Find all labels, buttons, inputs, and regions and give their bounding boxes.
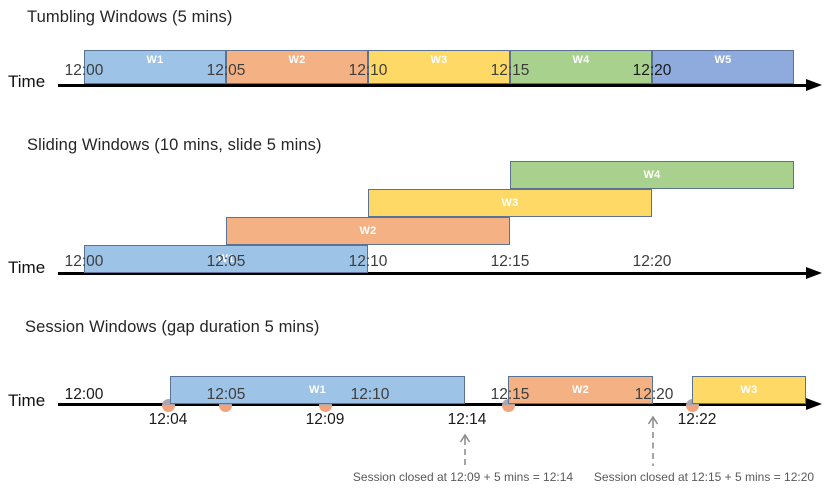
sliding-window-w3: W3 xyxy=(368,189,652,217)
tumbling-window-w3: W3 xyxy=(368,50,510,84)
tumbling-window-w4: W4 xyxy=(510,50,652,84)
window-label: W5 xyxy=(714,54,732,66)
dashed-arrow-icon xyxy=(459,433,471,466)
tumbling-window-w5: W5 xyxy=(652,50,794,84)
tick-label: 12:00 xyxy=(64,62,104,79)
tick-label: 12:20 xyxy=(632,62,672,79)
event-time-label: 12:09 xyxy=(305,411,345,428)
time-axis-line xyxy=(58,272,808,275)
tick-label: 12:15 xyxy=(490,253,530,270)
window-label: W3 xyxy=(740,383,758,396)
time-axis-label: Time xyxy=(8,391,46,410)
tick-label: 12:10 xyxy=(348,62,388,79)
time-axis-label: Time xyxy=(8,258,46,277)
sliding-window-w1: W1 xyxy=(84,245,368,273)
time-axis-line xyxy=(58,84,808,87)
event-time-label: 12:22 xyxy=(677,411,717,428)
tick-label: 12:15 xyxy=(490,386,530,403)
tick-label: 12:00 xyxy=(64,386,104,403)
axis-arrowhead-icon xyxy=(806,79,822,91)
axis-arrowhead-icon xyxy=(806,267,822,279)
window-label: W2 xyxy=(571,383,590,396)
tick-label: 12:20 xyxy=(634,386,674,403)
session-window-w1: W1 xyxy=(170,376,465,404)
dashed-arrow-icon xyxy=(647,415,659,466)
window-label: W2 xyxy=(288,54,306,66)
event-time-label: 12:14 xyxy=(447,411,487,428)
tick-label: 12:10 xyxy=(348,253,388,270)
window-label: W1 xyxy=(146,54,164,66)
session-window-w2: W2 xyxy=(508,376,653,404)
sliding-window-w4: W4 xyxy=(510,161,794,189)
tumbling-window-w2: W2 xyxy=(226,50,368,84)
time-axis-label: Time xyxy=(8,72,46,91)
window-label: W4 xyxy=(643,168,661,181)
window-label: W1 xyxy=(217,252,235,265)
sliding-window-w2: W2 xyxy=(226,217,510,245)
tick-label: 12:00 xyxy=(64,253,104,270)
event-time-label: 12:04 xyxy=(148,411,188,428)
tumbling-window-w1: W1 xyxy=(84,50,226,84)
session-close-annotation: Session closed at 12:15 + 5 mins = 12:20 xyxy=(593,470,815,484)
time-axis-line xyxy=(58,403,808,406)
tick-label: 12:05 xyxy=(206,62,246,79)
tick-label: 12:05 xyxy=(206,386,246,403)
session-title: Session Windows (gap duration 5 mins) xyxy=(25,318,320,336)
tick-label: 12:20 xyxy=(632,253,672,270)
tumbling-title: Tumbling Windows (5 mins) xyxy=(27,8,233,26)
axis-arrowhead-icon xyxy=(806,398,822,410)
sliding-title: Sliding Windows (10 mins, slide 5 mins) xyxy=(27,136,322,154)
session-window-w3: W3 xyxy=(692,376,806,404)
window-label: W1 xyxy=(308,383,327,396)
window-label: W3 xyxy=(430,54,448,66)
window-label: W2 xyxy=(359,224,377,237)
tick-label: 12:15 xyxy=(490,62,530,79)
window-label: W3 xyxy=(501,196,519,209)
session-close-annotation: Session closed at 12:09 + 5 mins = 12:14 xyxy=(352,470,574,484)
tick-label: 12:10 xyxy=(350,386,390,403)
window-label: W4 xyxy=(572,54,590,66)
tick-label: 12:05 xyxy=(206,253,246,270)
